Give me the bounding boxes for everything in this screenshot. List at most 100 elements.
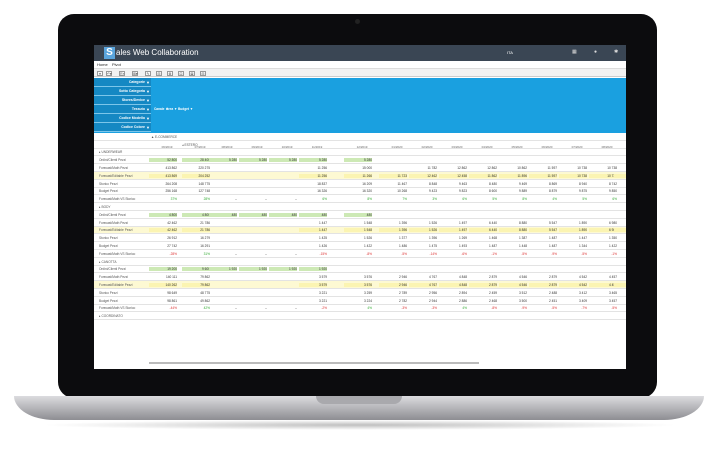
- grid-icon[interactable]: ▦: [572, 49, 577, 55]
- table-cell[interactable]: 3 221: [319, 298, 327, 303]
- table-cell[interactable]: 2 459: [489, 290, 497, 295]
- table-cell[interactable]: 1 487: [549, 243, 557, 248]
- table-cell[interactable]: 1 548: [364, 220, 372, 225]
- chip-area[interactable]: Area ▼: [166, 107, 178, 111]
- table-cell[interactable]: 98 649: [167, 290, 177, 295]
- table-cell[interactable]: 15 000: [362, 165, 372, 170]
- table-cell[interactable]: 3 259: [364, 290, 372, 295]
- table-cell[interactable]: 2 488: [549, 290, 557, 295]
- toolbar-button-0[interactable]: ▾: [97, 70, 103, 76]
- table-cell[interactable]: 140 111: [165, 275, 177, 280]
- table-cell[interactable]: 2 462: [614, 221, 626, 225]
- table-cell[interactable]: 1 416: [614, 244, 626, 248]
- section-header[interactable]: ▸ CANOTTA: [94, 258, 626, 266]
- table-cell[interactable]: 4 800: [182, 212, 210, 217]
- toolbar-button-1[interactable]: ↶▾: [106, 70, 112, 76]
- table-cell[interactable]: 4%: [367, 306, 372, 311]
- table-cell[interactable]: 8 480: [489, 181, 497, 186]
- table-cell[interactable]: 1 396: [399, 220, 407, 225]
- table-cell[interactable]: --: [234, 251, 237, 256]
- table-cell[interactable]: 204 252: [182, 173, 210, 178]
- level1-label[interactable]: ▲ E-COMMERCE: [151, 134, 178, 139]
- table-cell[interactable]: 4 462: [614, 282, 626, 287]
- table-cell[interactable]: 5 280: [209, 158, 237, 163]
- table-cell[interactable]: 3 579: [299, 282, 327, 287]
- table-cell[interactable]: -15%: [319, 251, 327, 256]
- table-cell[interactable]: 2 946: [399, 275, 407, 280]
- table-cell[interactable]: 1 425: [319, 236, 327, 241]
- table-cell[interactable]: 8 848: [429, 181, 437, 186]
- filter-icon[interactable]: ▼: [146, 89, 150, 94]
- table-cell[interactable]: 4%: [552, 197, 557, 202]
- menu-home[interactable]: Home: [97, 61, 108, 67]
- table-cell[interactable]: 2 879: [469, 282, 497, 287]
- table-cell[interactable]: 5 280: [239, 158, 267, 163]
- table-cell[interactable]: 8 880: [499, 228, 527, 233]
- table-cell[interactable]: 26 912: [167, 236, 177, 241]
- table-cell[interactable]: 1 387: [519, 236, 527, 241]
- toolbar-button-2[interactable]: ⎘▾: [119, 70, 125, 76]
- section-label[interactable]: ▸ CANOTTA: [99, 259, 117, 264]
- table-cell[interactable]: 5 280: [299, 158, 327, 163]
- table-cell[interactable]: 3 409: [579, 298, 587, 303]
- table-cell[interactable]: 4%: [462, 306, 467, 311]
- table-cell[interactable]: 9 850: [609, 189, 617, 194]
- table-cell[interactable]: 4%: [614, 197, 626, 201]
- table-cell[interactable]: 1 526: [429, 220, 437, 225]
- table-cell[interactable]: 1 396: [379, 228, 407, 233]
- table-cell[interactable]: 2 451: [549, 298, 557, 303]
- table-cell[interactable]: 10 268: [397, 189, 407, 194]
- table-cell[interactable]: 8 879: [549, 189, 557, 194]
- table-cell[interactable]: -5%: [551, 306, 557, 311]
- table-cell[interactable]: 6 440: [489, 220, 497, 225]
- section-header[interactable]: ▸ BODY: [94, 203, 626, 211]
- table-cell[interactable]: 1 396: [429, 236, 437, 241]
- table-cell[interactable]: 9 600: [182, 267, 210, 272]
- table-cell[interactable]: 42%: [203, 306, 210, 311]
- table-cell[interactable]: 2 433: [614, 299, 626, 303]
- table-cell[interactable]: --: [234, 197, 237, 202]
- table-cell[interactable]: 10 862: [517, 165, 527, 170]
- table-cell[interactable]: 10 738: [577, 165, 587, 170]
- toolbar-button-7[interactable]: ⊡: [178, 70, 184, 76]
- table-cell[interactable]: 42 462: [149, 228, 177, 233]
- table-cell[interactable]: 1 269: [459, 236, 467, 241]
- table-cell[interactable]: 8 940: [579, 181, 587, 186]
- table-cell[interactable]: 1 468: [489, 236, 497, 241]
- table-cell[interactable]: 2 956: [429, 290, 437, 295]
- table-cell[interactable]: 79 862: [182, 282, 210, 287]
- table-cell[interactable]: 1 448: [519, 243, 527, 248]
- table-cell[interactable]: --: [264, 306, 267, 311]
- table-cell[interactable]: -3%: [431, 306, 437, 311]
- table-cell[interactable]: 8 742: [609, 181, 617, 186]
- table-cell[interactable]: 4 546: [499, 282, 527, 287]
- table-cell[interactable]: 9 823: [459, 189, 467, 194]
- table-cell[interactable]: --: [294, 197, 297, 202]
- table-cell[interactable]: 4 767: [429, 275, 437, 280]
- table-cell[interactable]: 8%: [367, 197, 372, 202]
- table-cell[interactable]: 79 862: [200, 275, 210, 280]
- table-cell[interactable]: 1 446: [614, 236, 626, 240]
- table-cell[interactable]: 1 475: [429, 243, 437, 248]
- table-cell[interactable]: 11 782: [427, 165, 437, 170]
- table-cell[interactable]: 3 512: [519, 290, 527, 295]
- table-cell[interactable]: 2 879: [489, 275, 497, 280]
- table-cell[interactable]: 2 879: [549, 275, 557, 280]
- table-cell[interactable]: 5 547: [529, 228, 557, 233]
- table-cell[interactable]: 3 221: [319, 290, 327, 295]
- section-label[interactable]: ▸ UNDERWEAR: [99, 150, 123, 155]
- table-cell[interactable]: 5 280: [269, 158, 297, 163]
- table-cell[interactable]: 4 542: [579, 275, 587, 280]
- table-cell[interactable]: 4 546: [519, 275, 527, 280]
- table-cell[interactable]: 16 326: [317, 189, 327, 194]
- table-cell[interactable]: 413 862: [165, 165, 177, 170]
- table-cell[interactable]: 1 377: [399, 236, 407, 241]
- table-cell[interactable]: 2 886: [459, 298, 467, 303]
- table-cell[interactable]: 16 291: [200, 243, 210, 248]
- table-cell[interactable]: 1 447: [319, 220, 327, 225]
- table-cell[interactable]: 1 890: [559, 228, 587, 233]
- table-cell[interactable]: 2 468: [489, 298, 497, 303]
- table-cell[interactable]: 10 738: [589, 173, 617, 178]
- table-cell[interactable]: 1 920: [299, 267, 327, 272]
- table-cell[interactable]: 3 576: [344, 282, 372, 287]
